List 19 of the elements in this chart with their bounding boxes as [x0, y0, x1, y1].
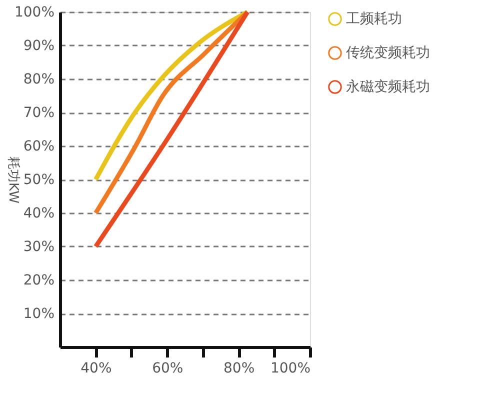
y-tick-label: 70% — [23, 105, 54, 121]
legend-label: 工频耗功 — [346, 11, 402, 27]
y-tick-label: 30% — [23, 239, 54, 255]
y-axis-title: 耗功KW — [5, 156, 20, 204]
x-tick-label: 80% — [224, 360, 255, 376]
y-tick-label: 80% — [23, 72, 54, 88]
y-tick-label: 40% — [23, 206, 54, 222]
legend-label: 永磁变频耗功 — [346, 79, 430, 95]
y-tick-label: 10% — [23, 306, 54, 322]
y-tick-label: 20% — [23, 272, 54, 288]
line-series — [93, 10, 250, 182]
y-tick-label: 50% — [23, 172, 54, 188]
legend-label: 传统变频耗功 — [346, 45, 430, 61]
y-tick-label: 100% — [14, 4, 54, 20]
y-tick-label: 90% — [23, 38, 54, 54]
y-tick-label: 60% — [23, 138, 54, 154]
x-tick-label: 60% — [152, 360, 184, 376]
x-tick-label: 40% — [80, 360, 112, 376]
x-tick-label: 100% — [270, 360, 310, 376]
